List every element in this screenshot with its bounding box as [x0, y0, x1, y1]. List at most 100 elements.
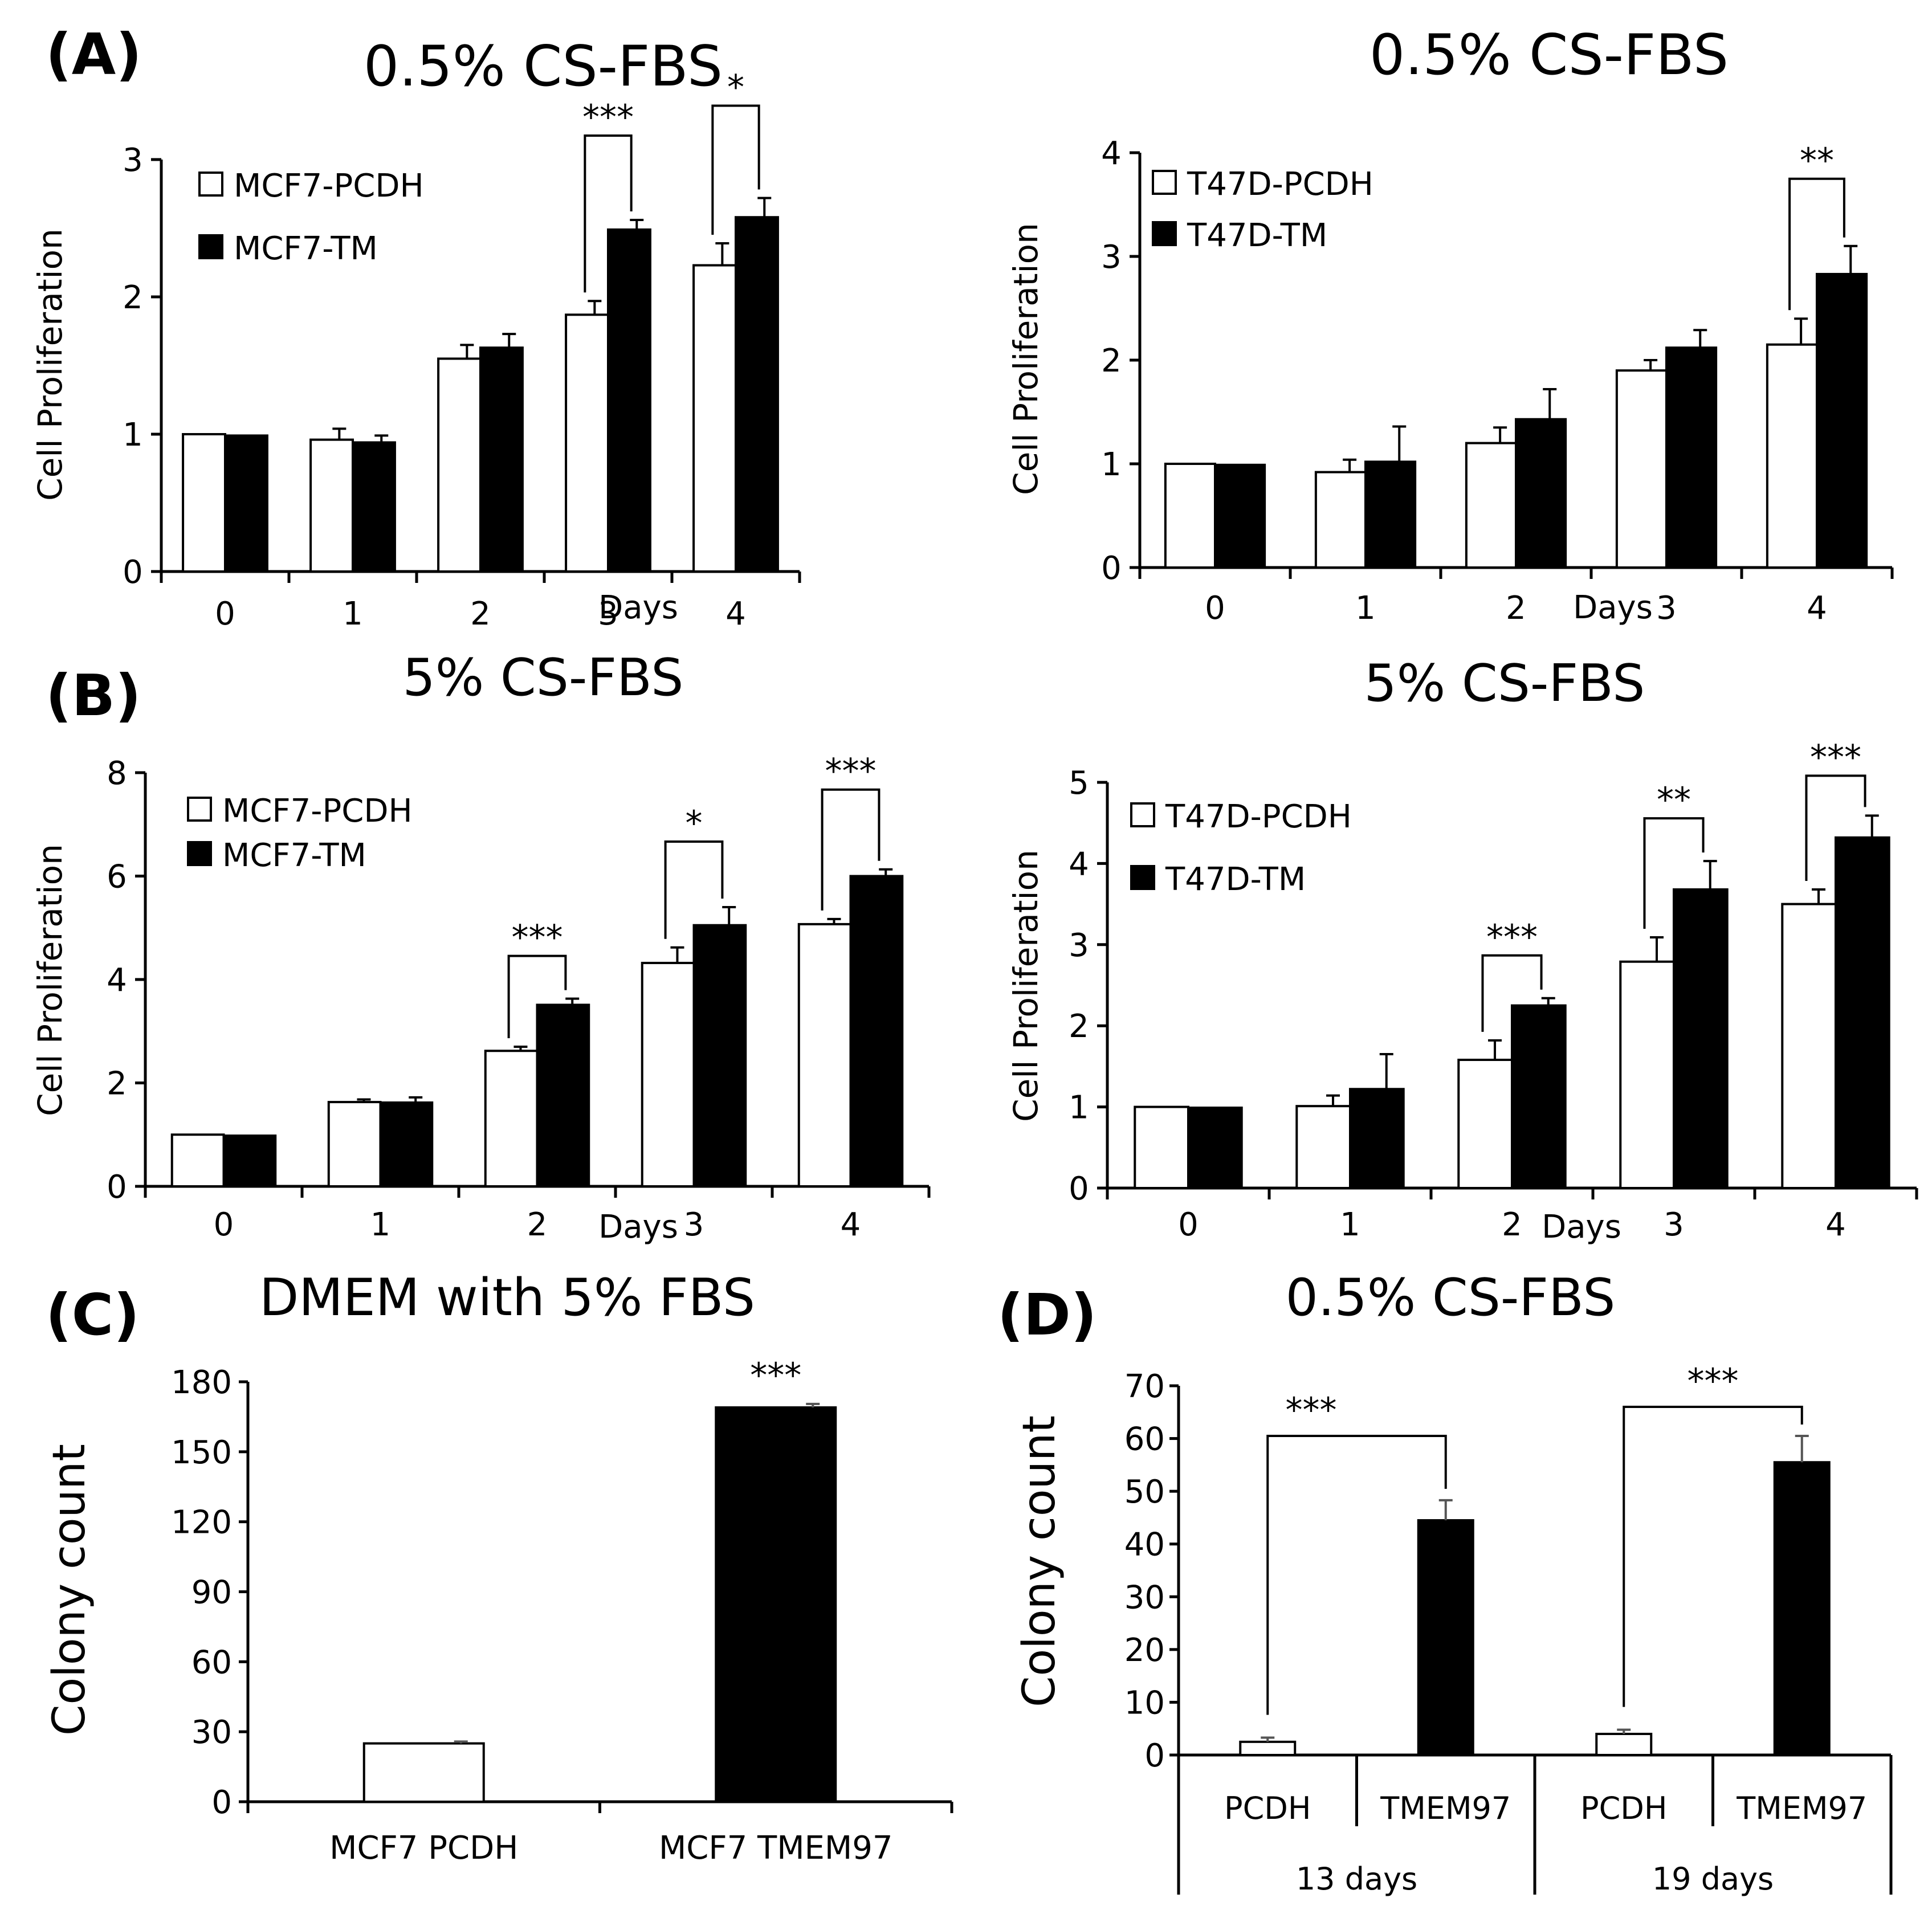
bar-t47d-pcdh [1314, 471, 1367, 569]
bar [1595, 1732, 1653, 1757]
y-tick-label: 4 [107, 962, 127, 999]
y-tick-label: 0 [1069, 1170, 1089, 1207]
bar-t47d-tm [1665, 346, 1718, 569]
y-tick-label: 60 [191, 1644, 232, 1681]
y-tick-label: 10 [1124, 1684, 1165, 1721]
bar-t47d-tm [1511, 1004, 1567, 1189]
significance-bracket [1481, 954, 1543, 1032]
y-tick-label: 0 [1101, 550, 1122, 587]
x-tick-label: PCDH [1580, 1790, 1667, 1826]
significance-bracket [1623, 1406, 1803, 1707]
y-tick-label: 5 [1069, 765, 1089, 802]
x-tick-label: 1 [1355, 590, 1376, 627]
x-tick-label: 3 [1664, 1206, 1684, 1243]
x-axis-label: Days [598, 1209, 678, 1246]
significance-label: *** [1810, 737, 1861, 777]
legend-label: MCF7-TM [234, 230, 378, 267]
bar-t47d-tm [1515, 418, 1567, 569]
y-tick-label: 6 [107, 859, 127, 896]
legend-label: T47D-TM [1187, 217, 1327, 254]
legend-swatch [198, 172, 223, 197]
bar-t47d-pcdh [1766, 343, 1818, 569]
significance-bracket [711, 104, 760, 235]
significance-label: ** [1657, 780, 1691, 820]
y-axis-label: Cell Proliferation [31, 844, 70, 1116]
y-tick-label: 1 [1069, 1089, 1089, 1127]
chart-title: 0.5% CS-FBS [364, 34, 723, 99]
significance-bracket [1788, 177, 1845, 311]
bar-t47d-tm [1816, 272, 1868, 569]
group-label: 19 days [1652, 1861, 1774, 1897]
y-tick-label: 8 [107, 755, 127, 792]
significance-bracket [1266, 1434, 1447, 1715]
chart-title: 5% CS-FBS [403, 648, 684, 708]
bar-mcf7-pcdh [692, 264, 737, 573]
panel-letter: (D) [997, 1282, 1097, 1348]
significance-bracket [821, 788, 881, 911]
legend-label: MCF7-TM [222, 837, 366, 874]
significance-label: *** [1486, 917, 1538, 957]
bar-mcf7-tm [224, 434, 268, 573]
bar-t47d-pcdh [1465, 442, 1517, 569]
x-tick-label: 4 [1825, 1206, 1846, 1243]
y-tick-label: 20 [1124, 1632, 1165, 1669]
significance-label: *** [825, 752, 877, 791]
y-tick-label: 50 [1124, 1474, 1165, 1511]
legend-label: T47D-TM [1165, 861, 1306, 898]
bar-mcf7-pcdh [437, 357, 482, 573]
x-axis-label: Days [598, 589, 678, 626]
x-tick-label: 2 [1502, 1206, 1522, 1243]
bar-t47d-tm [1364, 460, 1417, 569]
y-tick-label: 1 [1101, 446, 1122, 483]
significance-label: *** [750, 1356, 801, 1395]
y-tick-label: 0 [123, 554, 143, 591]
x-tick-label: 0 [1178, 1206, 1199, 1243]
x-tick-label: MCF7 TMEM97 [659, 1830, 893, 1867]
x-axis-label: Days [1573, 589, 1653, 626]
bar-mcf7-tm [352, 441, 396, 573]
y-tick-label: 30 [1124, 1579, 1165, 1616]
bar-mcf7-tm [379, 1101, 434, 1187]
bar-mcf7-pcdh [797, 923, 852, 1187]
y-axis-label: Colony count [1014, 1415, 1065, 1707]
y-tick-label: 70 [1124, 1368, 1165, 1405]
bar-t47d-tm [1673, 888, 1729, 1189]
panel-letter: (A) [46, 21, 142, 88]
legend-label: MCF7-PCDH [222, 793, 413, 830]
y-tick-label: 120 [171, 1504, 232, 1541]
panel-letter: (C) [46, 1282, 140, 1348]
x-tick-label: 4 [841, 1206, 861, 1243]
x-tick-label: 1 [343, 595, 363, 632]
bar [1773, 1461, 1831, 1756]
legend-swatch [187, 797, 212, 822]
y-axis-label: Colony count [44, 1444, 95, 1736]
chart-title: 0.5% CS-FBS [1286, 1268, 1616, 1328]
x-tick-label: 4 [1807, 590, 1827, 627]
x-tick-label: 1 [1340, 1206, 1360, 1243]
significance-label: *** [512, 918, 563, 958]
significance-bracket [584, 134, 633, 293]
significance-label: ** [1800, 141, 1834, 181]
chart-title: 0.5% CS-FBS [1369, 23, 1729, 88]
x-axis-label: Days [1542, 1209, 1621, 1246]
x-tick-label: 2 [470, 595, 491, 632]
chart-title: 5% CS-FBS [1364, 654, 1645, 713]
y-tick-label: 2 [123, 279, 143, 316]
panel-letter: (B) [46, 662, 141, 729]
y-tick-label: 30 [191, 1714, 232, 1751]
y-tick-label: 0 [107, 1169, 127, 1206]
x-tick-label: 0 [1205, 590, 1225, 627]
bar-t47d-pcdh [1134, 1105, 1190, 1189]
x-tick-label: 1 [370, 1206, 391, 1243]
bar-t47d-pcdh [1164, 463, 1217, 569]
bar-mcf7-pcdh [327, 1101, 382, 1188]
x-tick-label: 3 [684, 1206, 704, 1243]
bar-mcf7-pcdh [182, 433, 226, 573]
y-tick-label: 3 [123, 142, 143, 179]
legend-swatch [1152, 170, 1177, 195]
significance-bracket [1643, 817, 1705, 929]
significance-bracket [507, 954, 567, 1038]
y-axis-label: Cell Proliferation [31, 228, 70, 501]
legend-label: T47D-PCDH [1165, 798, 1352, 835]
